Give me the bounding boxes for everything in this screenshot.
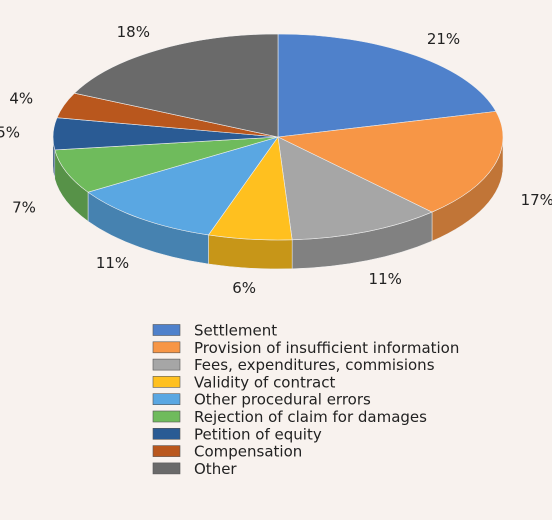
legend-swatch bbox=[152, 358, 181, 371]
data-label: 5% bbox=[0, 124, 20, 142]
slice bbox=[73, 33, 279, 138]
legend-label: Other bbox=[194, 460, 237, 478]
data-label: 21% bbox=[427, 30, 460, 48]
data-label: 17% bbox=[521, 191, 552, 209]
legend-label: Compensation bbox=[194, 443, 302, 461]
data-label: 11% bbox=[369, 270, 402, 288]
legend-label: Settlement bbox=[194, 322, 277, 340]
legend-swatch bbox=[152, 410, 181, 423]
data-label: 11% bbox=[96, 254, 129, 272]
legend-label: Rejection of claim for damages bbox=[194, 408, 427, 426]
slice bbox=[276, 111, 504, 213]
legend-label: Petition of equity bbox=[194, 425, 322, 443]
legend-label: Fees, expenditures, commisions bbox=[194, 356, 435, 374]
pie-top bbox=[52, 33, 504, 241]
legend-label: Provision of insufficient information bbox=[194, 339, 459, 357]
legend-swatch bbox=[152, 393, 181, 406]
data-label: 4% bbox=[9, 89, 33, 107]
legend-swatch bbox=[152, 445, 181, 457]
slice bbox=[277, 136, 433, 241]
data-label: 6% bbox=[232, 279, 256, 297]
slice bbox=[277, 33, 497, 138]
legend-swatch bbox=[152, 427, 181, 440]
legend-label: Other procedural errors bbox=[194, 391, 371, 409]
legend-swatch bbox=[152, 324, 181, 336]
data-label: 18% bbox=[117, 23, 150, 41]
legend-swatch bbox=[152, 462, 181, 475]
legend-swatch bbox=[152, 376, 181, 388]
legend-swatch bbox=[152, 341, 181, 354]
legend-label: Validity of contract bbox=[194, 373, 335, 391]
slice bbox=[87, 136, 279, 236]
data-label: 7% bbox=[12, 198, 36, 216]
